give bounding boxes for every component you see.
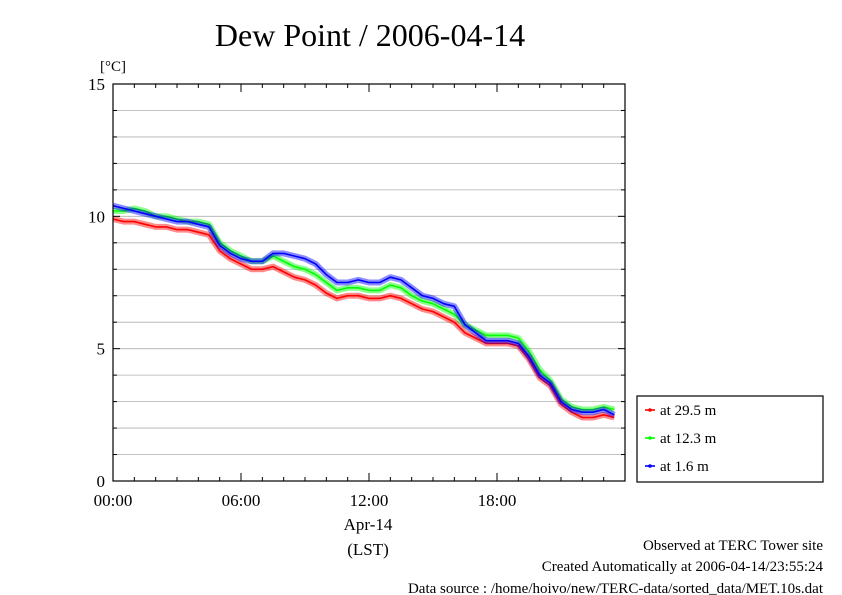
y-ticks: 0 5 10 15 — [88, 75, 625, 491]
series-line-1 — [113, 207, 615, 411]
footer-observed: Observed at TERC Tower site — [643, 538, 823, 554]
y-tick-label: 5 — [97, 340, 106, 359]
series-layer — [112, 202, 616, 421]
x-tick-label: 06:00 — [222, 491, 261, 510]
series-line-0 — [112, 218, 615, 419]
legend-label: at 29.5 m — [660, 403, 717, 419]
series-band-0 — [112, 216, 616, 421]
x-ticks: 00:00 06:00 12:00 18:00 — [94, 84, 626, 510]
legend-label: at 12.3 m — [660, 431, 717, 447]
legend-marker — [648, 464, 652, 468]
legend-marker — [648, 408, 652, 412]
legend-marker — [648, 436, 652, 440]
y-tick-label: 0 — [97, 472, 106, 491]
legend: at 29.5 m at 12.3 m at 1.6 m — [636, 395, 824, 483]
legend-label: at 1.6 m — [660, 459, 709, 475]
x-tick-label: 00:00 — [94, 491, 133, 510]
y-axis-unit: [°C] — [100, 59, 126, 75]
footer-created: Created Automatically at 2006-04-14/23:5… — [542, 559, 824, 575]
grid-lines — [113, 110, 625, 455]
chart-title: Dew Point / 2006-04-14 — [215, 17, 525, 53]
legend-box — [636, 395, 824, 483]
series-band-2 — [112, 202, 616, 418]
y-tick-label: 15 — [88, 75, 105, 94]
x-axis-unit: (LST) — [347, 540, 389, 559]
footer-data-source: Data source : /home/hoivo/new/TERC-data/… — [408, 581, 824, 595]
x-tick-label: 18:00 — [478, 491, 517, 510]
y-tick-label: 10 — [88, 207, 105, 226]
x-axis-date-label: Apr-14 — [344, 515, 393, 534]
x-tick-label: 12:00 — [350, 491, 389, 510]
series-line-2 — [112, 204, 615, 416]
